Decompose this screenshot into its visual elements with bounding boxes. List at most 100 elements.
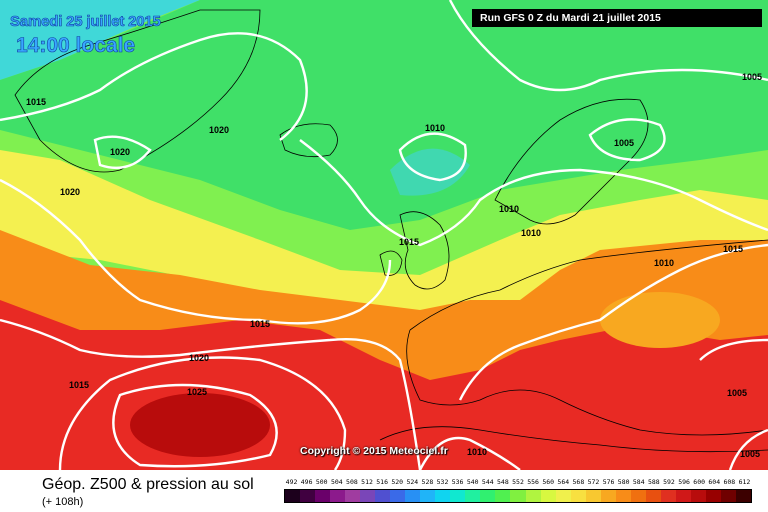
- scale-swatch: [735, 490, 751, 502]
- scale-swatch: [495, 490, 511, 502]
- scale-swatch: [420, 490, 436, 502]
- isobar-label: 1020: [110, 147, 130, 157]
- zone-cyan-low-north: [390, 148, 470, 196]
- scale-label: 608: [723, 478, 736, 486]
- zone-orange-east: [600, 292, 720, 348]
- africa-coast: [379, 426, 768, 453]
- scale-label: 540: [466, 478, 479, 486]
- isobar-1005-scand: [588, 118, 666, 162]
- scale-swatch: [330, 490, 346, 502]
- scale-swatch: [570, 490, 586, 502]
- greenland-coast: [14, 9, 261, 173]
- scale-label: 588: [647, 478, 660, 486]
- scale-label: 520: [391, 478, 404, 486]
- isobar-label: 1020: [60, 187, 80, 197]
- isobar-1020-north: [0, 32, 308, 141]
- scale-swatch: [300, 490, 316, 502]
- isobar-1010-north: [398, 132, 467, 182]
- isobar-label: 1010: [425, 123, 445, 133]
- scale-swatch: [345, 490, 361, 502]
- isobar-label: 1015: [26, 97, 46, 107]
- scale-label: 612: [738, 478, 751, 486]
- scale-swatch: [690, 490, 706, 502]
- scale-swatch: [720, 490, 736, 502]
- scale-label: 500: [315, 478, 328, 486]
- isobar-label: 1005: [740, 449, 760, 459]
- scale-swatch: [450, 490, 466, 502]
- zone-green: [0, 0, 768, 230]
- isobar-1015-mid: [299, 139, 768, 247]
- scale-label: 492: [285, 478, 298, 486]
- legend-subtitle: (+ 108h): [42, 496, 84, 508]
- scale-label: 556: [527, 478, 539, 486]
- scale-label: 536: [451, 478, 464, 486]
- scale-swatch: [375, 490, 391, 502]
- ireland-coast: [379, 250, 403, 276]
- scale-label: 560: [542, 478, 555, 486]
- scale-label: 572: [587, 478, 600, 486]
- forecast-date: Samedi 25 juillet 2015: [10, 13, 161, 31]
- scale-swatch: [510, 490, 526, 502]
- isobar-label: 1010: [654, 258, 674, 268]
- scale-swatch: [615, 490, 631, 502]
- scale-swatch: [540, 490, 556, 502]
- color-scale-bar: [284, 489, 752, 503]
- scale-label: 604: [708, 478, 721, 486]
- isobar-label: 1005: [614, 138, 634, 148]
- britain-coast: [399, 211, 450, 290]
- isobars: [0, 0, 768, 470]
- scale-label: 552: [512, 478, 524, 486]
- isobar-1010-europe: [458, 243, 768, 401]
- scale-swatch: [480, 490, 496, 502]
- isobar-label: 1015: [399, 237, 419, 247]
- isobar-label: 1005: [742, 72, 762, 82]
- scale-swatch: [645, 490, 661, 502]
- model-run-info: Run GFS 0 Z du Mardi 21 juillet 2015: [472, 9, 762, 27]
- isobar-1020-west: [0, 178, 392, 325]
- scale-swatch: [315, 490, 331, 502]
- scale-swatch: [465, 490, 481, 502]
- scale-label: 600: [693, 478, 706, 486]
- isobar-1010-atlantic: [448, 0, 768, 92]
- pressure-map: 1015 1020 1020 1020 1010 1005 1010 1015 …: [0, 0, 768, 470]
- isobar-label: 1010: [499, 204, 519, 214]
- scale-label: 596: [678, 478, 690, 486]
- copyright-text: Copyright © 2015 Meteociel.fr: [300, 445, 448, 457]
- scale-swatch: [705, 490, 721, 502]
- coastlines: [14, 9, 768, 453]
- zone-darkred-high: [130, 393, 270, 457]
- scale-swatch: [405, 490, 421, 502]
- scale-swatch: [630, 490, 646, 502]
- scale-swatch: [675, 490, 691, 502]
- scale-label: 532: [436, 478, 449, 486]
- scale-swatch: [390, 490, 406, 502]
- scale-swatch: [525, 490, 541, 502]
- scale-swatch: [600, 490, 616, 502]
- scale-label: 568: [572, 478, 585, 486]
- isobar-1025: [112, 383, 278, 468]
- forecast-time: 14:00 locale: [16, 34, 136, 58]
- isobar-label: 1020: [189, 353, 209, 363]
- scale-label: 592: [663, 478, 675, 486]
- isobar-label: 1020: [209, 125, 229, 135]
- scale-label: 504: [330, 478, 343, 486]
- scale-label: 516: [376, 478, 388, 486]
- scale-swatch: [660, 490, 676, 502]
- isobar-1010-south: [418, 436, 521, 470]
- scale-swatch: [360, 490, 376, 502]
- isobar-label: 1015: [250, 319, 270, 329]
- isobar-label: 1005: [727, 388, 747, 398]
- scale-label: 548: [497, 478, 509, 486]
- scale-label: 564: [557, 478, 570, 486]
- scale-swatch: [435, 490, 451, 502]
- isobar-label: 1010: [467, 447, 487, 457]
- iceland-coast: [279, 123, 338, 158]
- scale-label: 508: [346, 478, 358, 486]
- scale-swatch: [555, 490, 571, 502]
- scale-label: 544: [481, 478, 494, 486]
- scale-labels: 492 496 500 504 508 512 516 520 524 528 532 536 540 5…: [284, 478, 752, 488]
- isobar-label: 1015: [69, 380, 89, 390]
- scale-label: 576: [602, 478, 615, 486]
- scale-label: 584: [632, 478, 645, 486]
- scandinavia-coast: [494, 98, 649, 225]
